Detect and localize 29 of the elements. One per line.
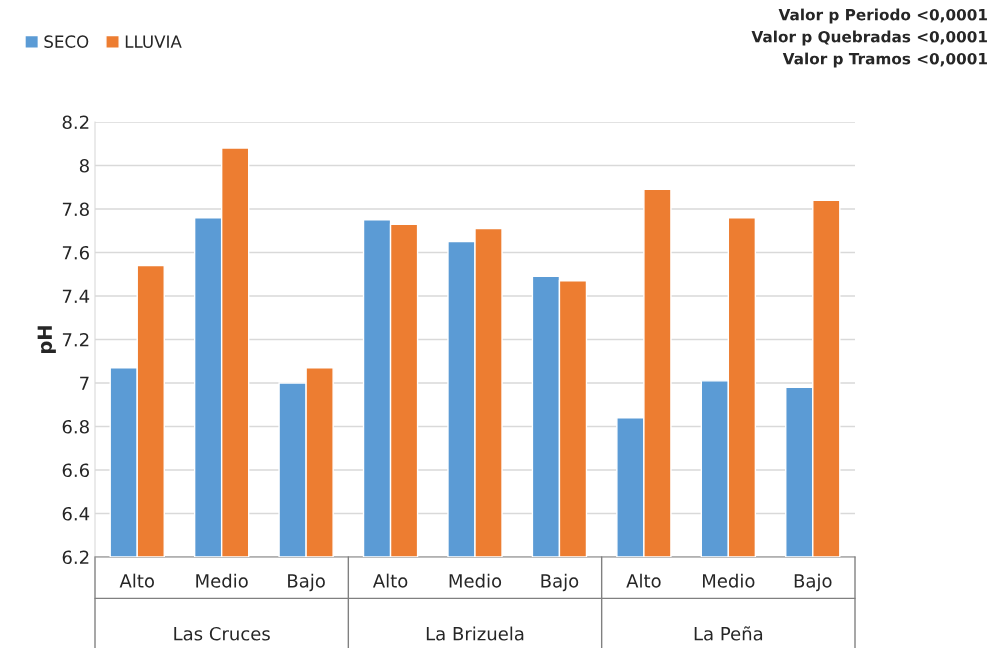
legend-label: LLUVIA bbox=[125, 35, 182, 48]
x-tick-label: Bajo bbox=[288, 573, 325, 592]
y-tick-label: 6.2 bbox=[62, 550, 89, 565]
x-tick-label: Alto bbox=[372, 573, 408, 588]
y-tick-label: 7.6 bbox=[62, 245, 89, 260]
x-tick-label: Medio bbox=[196, 573, 248, 588]
y-axis-title: pH bbox=[37, 326, 56, 353]
y-tick-label: 8 bbox=[79, 158, 89, 173]
text: Valor p Tramos <0,0001 bbox=[782, 52, 987, 68]
y-tick-label: 7 bbox=[80, 376, 89, 390]
text: Valor p Periodo <0,0001 bbox=[778, 8, 987, 24]
text: La Peña bbox=[694, 626, 763, 641]
text: Las Cruces bbox=[174, 626, 270, 641]
x-tick-label: Bajo bbox=[794, 573, 832, 592]
x-tick-label: Bajo bbox=[541, 573, 579, 592]
text: La Brizuela bbox=[426, 626, 524, 641]
y-tick-label: 6.8 bbox=[62, 419, 89, 434]
x-tick-label: Medio bbox=[449, 573, 502, 588]
y-tick-label: 7.8 bbox=[62, 202, 89, 217]
text: Valor p Quebradas <0,0001 bbox=[751, 30, 987, 46]
y-tick-label: 8.2 bbox=[62, 115, 89, 130]
legend-label: SECO bbox=[44, 35, 89, 48]
y-tick-label: 7.4 bbox=[62, 289, 90, 303]
x-tick-label: Alto bbox=[119, 573, 154, 588]
x-tick-label: Medio bbox=[703, 573, 755, 588]
x-tick-label: Alto bbox=[626, 573, 661, 588]
y-tick-label: 7.2 bbox=[62, 332, 89, 347]
y-tick-label: 6.4 bbox=[62, 506, 90, 521]
y-tick-label: 6.6 bbox=[62, 463, 89, 478]
